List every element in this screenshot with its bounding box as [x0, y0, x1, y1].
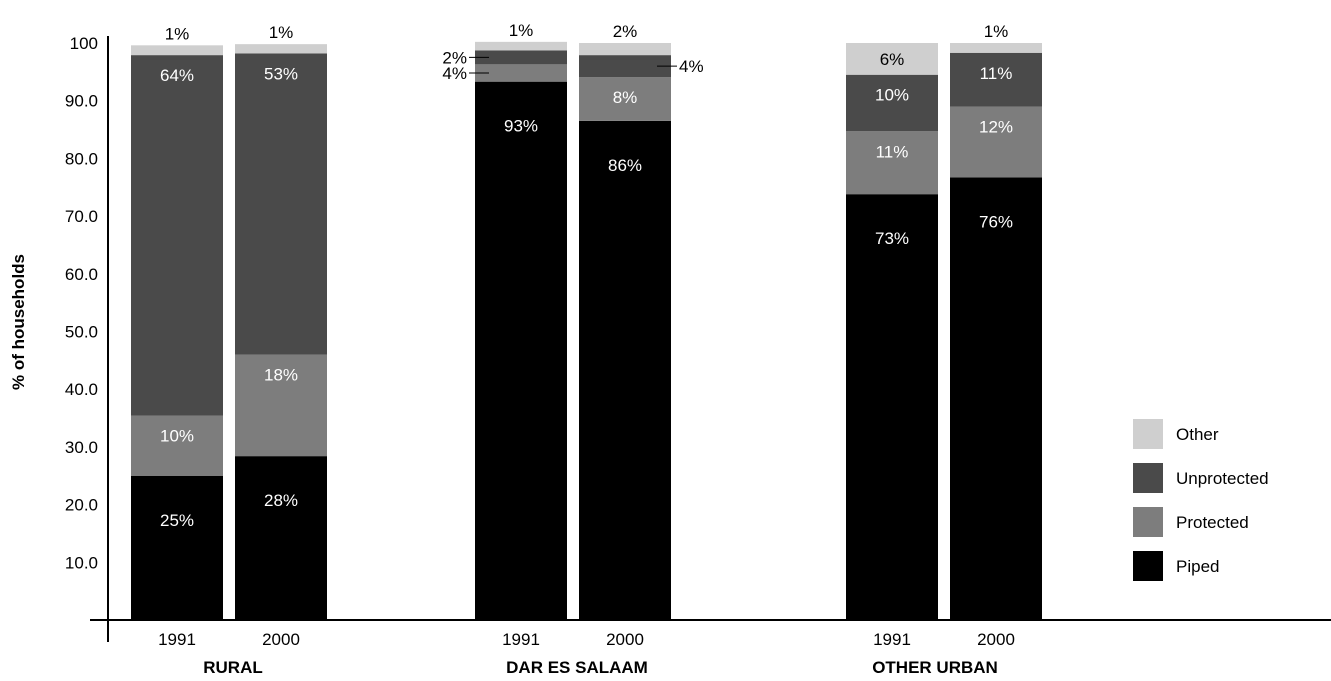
x-tick-label-year: 1991 [158, 630, 196, 649]
data-label-callout: 4% [679, 57, 704, 76]
data-label: 8% [613, 88, 638, 107]
legend: Other Unprotected Protected Piped [1133, 419, 1269, 581]
data-label: 1% [984, 22, 1009, 41]
legend-label: Piped [1176, 557, 1219, 576]
data-label: 10% [160, 427, 194, 446]
data-label: 1% [269, 23, 294, 42]
x-tick-label-year: 2000 [262, 630, 300, 649]
data-label: 10% [875, 86, 909, 105]
data-label: 11% [876, 142, 909, 161]
bar-segment-protected [846, 131, 938, 195]
bar-segment-other [235, 44, 327, 54]
y-axis-label: % of households [9, 254, 28, 390]
bar-segment-piped [950, 177, 1042, 621]
bar-segment-unprotected [950, 52, 1042, 107]
legend-label: Protected [1176, 513, 1249, 532]
data-label: 53% [264, 64, 298, 83]
bar-segment-unprotected [131, 55, 223, 416]
bar-segment-piped [235, 456, 327, 620]
data-label-callout: 4% [442, 64, 467, 83]
y-tick-label: 30.0 [65, 438, 98, 457]
data-label-callout: 2% [442, 48, 467, 67]
bar-segment-protected [950, 106, 1042, 178]
y-axis: 10.0 20.0 30.0 40.0 50.0 60.0 70.0 80.0 90.0 100 [65, 34, 109, 642]
x-tick-label-year: 2000 [977, 630, 1015, 649]
x-tick-label-year: 1991 [502, 630, 540, 649]
data-label: 6% [880, 50, 905, 69]
legend-swatch [1133, 419, 1163, 449]
data-label: 64% [160, 66, 194, 85]
y-tick-label: 100 [70, 34, 98, 53]
data-label: 93% [504, 117, 538, 136]
data-label: 18% [264, 366, 298, 385]
bar-segment-piped [579, 120, 671, 621]
data-label: 11% [980, 64, 1013, 83]
bar-segment-protected [579, 77, 671, 121]
legend-swatch [1133, 551, 1163, 581]
bar-segment-other [475, 41, 567, 51]
legend-swatch [1133, 463, 1163, 493]
legend-label: Unprotected [1176, 469, 1269, 488]
bars-layer: 25%10%64%1%28%18%53%1%93%4%2%1%86%8%4%2%… [131, 21, 1042, 621]
data-label: 25% [160, 511, 194, 530]
legend-swatch [1133, 507, 1163, 537]
data-label: 1% [165, 24, 190, 43]
y-tick-label: 60.0 [65, 265, 98, 284]
bar-segment-piped [131, 475, 223, 620]
y-tick-label: 40.0 [65, 380, 98, 399]
bar-segment-other [950, 43, 1042, 53]
bar-segment-protected [131, 415, 223, 476]
x-group-label: RURAL [203, 658, 263, 677]
x-group-label: DAR ES SALAAM [506, 658, 648, 677]
data-label: 28% [264, 491, 298, 510]
x-axis: 1991 2000 RURAL 1991 2000 DAR ES SALAAM 1991 20… [90, 619, 1331, 677]
bar-segment-unprotected [846, 74, 938, 132]
x-group-label: OTHER URBAN [872, 658, 998, 677]
y-tick-label: 90.0 [65, 92, 98, 111]
bar-segment-unprotected [235, 53, 327, 355]
bar-segment-unprotected [579, 55, 671, 78]
data-label: 12% [979, 117, 1013, 136]
x-tick-label-year: 1991 [873, 630, 911, 649]
bar-segment-protected [475, 64, 567, 82]
bar-segment-piped [475, 81, 567, 620]
bar-segment-other [846, 43, 938, 75]
bar-segment-other [131, 45, 223, 56]
bar-segment-unprotected [475, 50, 567, 65]
bar-segment-protected [235, 354, 327, 457]
y-tick-label: 80.0 [65, 149, 98, 168]
y-tick-label: 50.0 [65, 323, 98, 342]
data-label: 2% [613, 22, 638, 41]
data-label: 1% [509, 21, 534, 40]
bar-segment-other [579, 43, 671, 56]
data-label: 73% [875, 229, 909, 248]
legend-label: Other [1176, 425, 1219, 444]
bar-segment-piped [846, 194, 938, 620]
data-label: 76% [979, 212, 1013, 231]
data-label: 86% [608, 156, 642, 175]
y-tick-label: 20.0 [65, 496, 98, 515]
y-tick-label: 10.0 [65, 553, 98, 572]
y-tick-label: 70.0 [65, 207, 98, 226]
x-tick-label-year: 2000 [606, 630, 644, 649]
